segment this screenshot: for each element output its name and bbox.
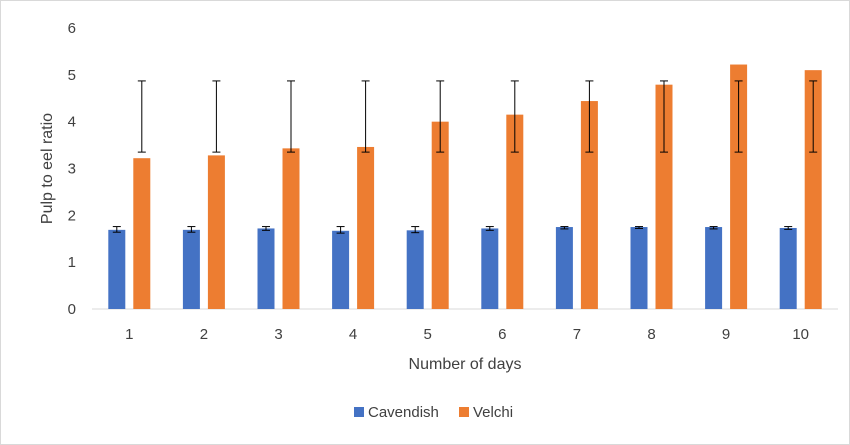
- bar-velchi-day-3: [282, 148, 300, 309]
- bar-velchi-day-7: [580, 101, 598, 309]
- x-tick-label: 5: [424, 326, 432, 343]
- legend-label-cavendish: Cavendish: [368, 404, 439, 421]
- bar-cavendish-day-7: [555, 227, 573, 309]
- bar-velchi-day-5: [431, 121, 449, 310]
- bar-velchi-day-10: [804, 70, 822, 310]
- bar-cavendish-day-5: [406, 230, 424, 309]
- legend-label-velchi: Velchi: [473, 404, 513, 421]
- bar-velchi-day-9: [730, 64, 748, 309]
- y-tick-label: 4: [68, 114, 76, 131]
- bar-cavendish-day-2: [182, 229, 200, 309]
- error-bars: [112, 80, 818, 234]
- bar-cavendish-day-10: [779, 227, 797, 309]
- legend-swatch-velchi: [459, 407, 469, 417]
- y-tick-label: 0: [68, 301, 76, 318]
- bar-cavendish-day-8: [630, 227, 648, 309]
- x-tick-label: 6: [498, 326, 506, 343]
- y-tick-label: 2: [68, 207, 76, 224]
- y-tick-label: 3: [68, 161, 76, 178]
- x-tick-label: 2: [200, 326, 208, 343]
- x-tick-label: 1: [125, 326, 133, 343]
- y-axis-title: Pulp to eel ratio: [39, 113, 56, 224]
- y-tick-label: 1: [68, 254, 76, 271]
- bar-cavendish-day-3: [257, 228, 275, 309]
- bar-velchi-day-8: [655, 84, 673, 309]
- legend: Cavendish Velchi: [354, 404, 513, 421]
- x-tick-label: 9: [722, 326, 730, 343]
- x-axis-ticks: 1 2 3 4 5 6 7 8 9 10: [125, 326, 809, 343]
- x-tick-label: 7: [573, 326, 581, 343]
- bar-velchi-day-4: [357, 146, 375, 309]
- x-tick-label: 8: [647, 326, 655, 343]
- bar-cavendish-day-1: [108, 229, 126, 309]
- bar-velchi-day-1: [133, 158, 151, 309]
- bar-cavendish-day-4: [332, 230, 350, 309]
- bar-cavendish-day-9: [705, 227, 723, 309]
- y-axis-ticks: 0 1 2 3 4 5 6: [68, 20, 76, 318]
- x-tick-label: 4: [349, 326, 357, 343]
- y-tick-label: 6: [68, 20, 76, 37]
- x-tick-label: 10: [792, 326, 809, 343]
- bar-cavendish-day-6: [481, 228, 499, 309]
- x-tick-label: 3: [274, 326, 282, 343]
- bar-velchi-day-6: [506, 114, 524, 310]
- bar-velchi-day-2: [207, 155, 225, 309]
- legend-swatch-cavendish: [354, 407, 364, 417]
- bars: [108, 64, 822, 310]
- x-axis-title: Number of days: [409, 356, 522, 373]
- y-tick-label: 5: [68, 67, 76, 84]
